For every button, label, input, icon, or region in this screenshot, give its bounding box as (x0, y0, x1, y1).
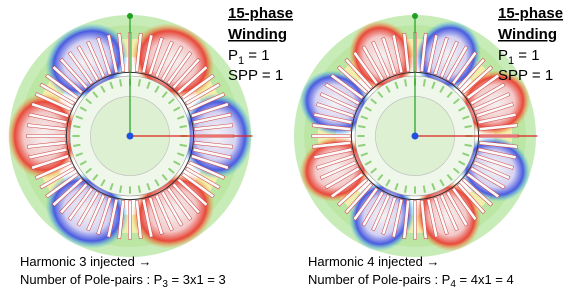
caption: Number of Pole-pairs : P4 = 4x1 = 4 (308, 272, 514, 288)
caption: Harmonic 3 injected → (20, 254, 152, 269)
spp-line: SPP = 1 (498, 67, 553, 84)
rotor-bar (414, 186, 416, 193)
origin (412, 133, 419, 140)
spp-line: SPP = 1 (228, 67, 283, 84)
prefix: Number of Pole-pairs : P (20, 272, 162, 287)
y-axis-end (412, 13, 418, 19)
slot (27, 134, 65, 137)
rest: = 1 (514, 47, 539, 64)
title-line: 15-phase (228, 5, 293, 22)
slot (128, 201, 131, 239)
y-axis-end (127, 13, 133, 19)
rest: = 3x1 = 3 (168, 272, 226, 287)
figure: 15-phase Winding P1 = 1 SPP = 1 Harmonic… (0, 0, 574, 288)
slot (413, 201, 416, 239)
rest: = 4x1 = 4 (456, 272, 514, 287)
caption: Harmonic 4 injected → (308, 254, 440, 269)
rotor-bar (357, 135, 364, 137)
prefix: Number of Pole-pairs : P (308, 272, 450, 287)
machines (8, 9, 541, 264)
rotor-bar (72, 135, 79, 137)
symbol: P (498, 47, 508, 64)
pole-line: P1 = 1 (228, 47, 270, 67)
origin (127, 133, 134, 140)
rest: = 1 (244, 47, 269, 64)
symbol: P (228, 47, 238, 64)
title-line: 15-phase (498, 5, 563, 22)
rotor-bar (129, 186, 131, 193)
title-line: Winding (228, 26, 287, 43)
caption: Number of Pole-pairs : P3 = 3x1 = 3 (20, 272, 226, 288)
title-line: Winding (498, 26, 557, 43)
slot (312, 134, 350, 137)
